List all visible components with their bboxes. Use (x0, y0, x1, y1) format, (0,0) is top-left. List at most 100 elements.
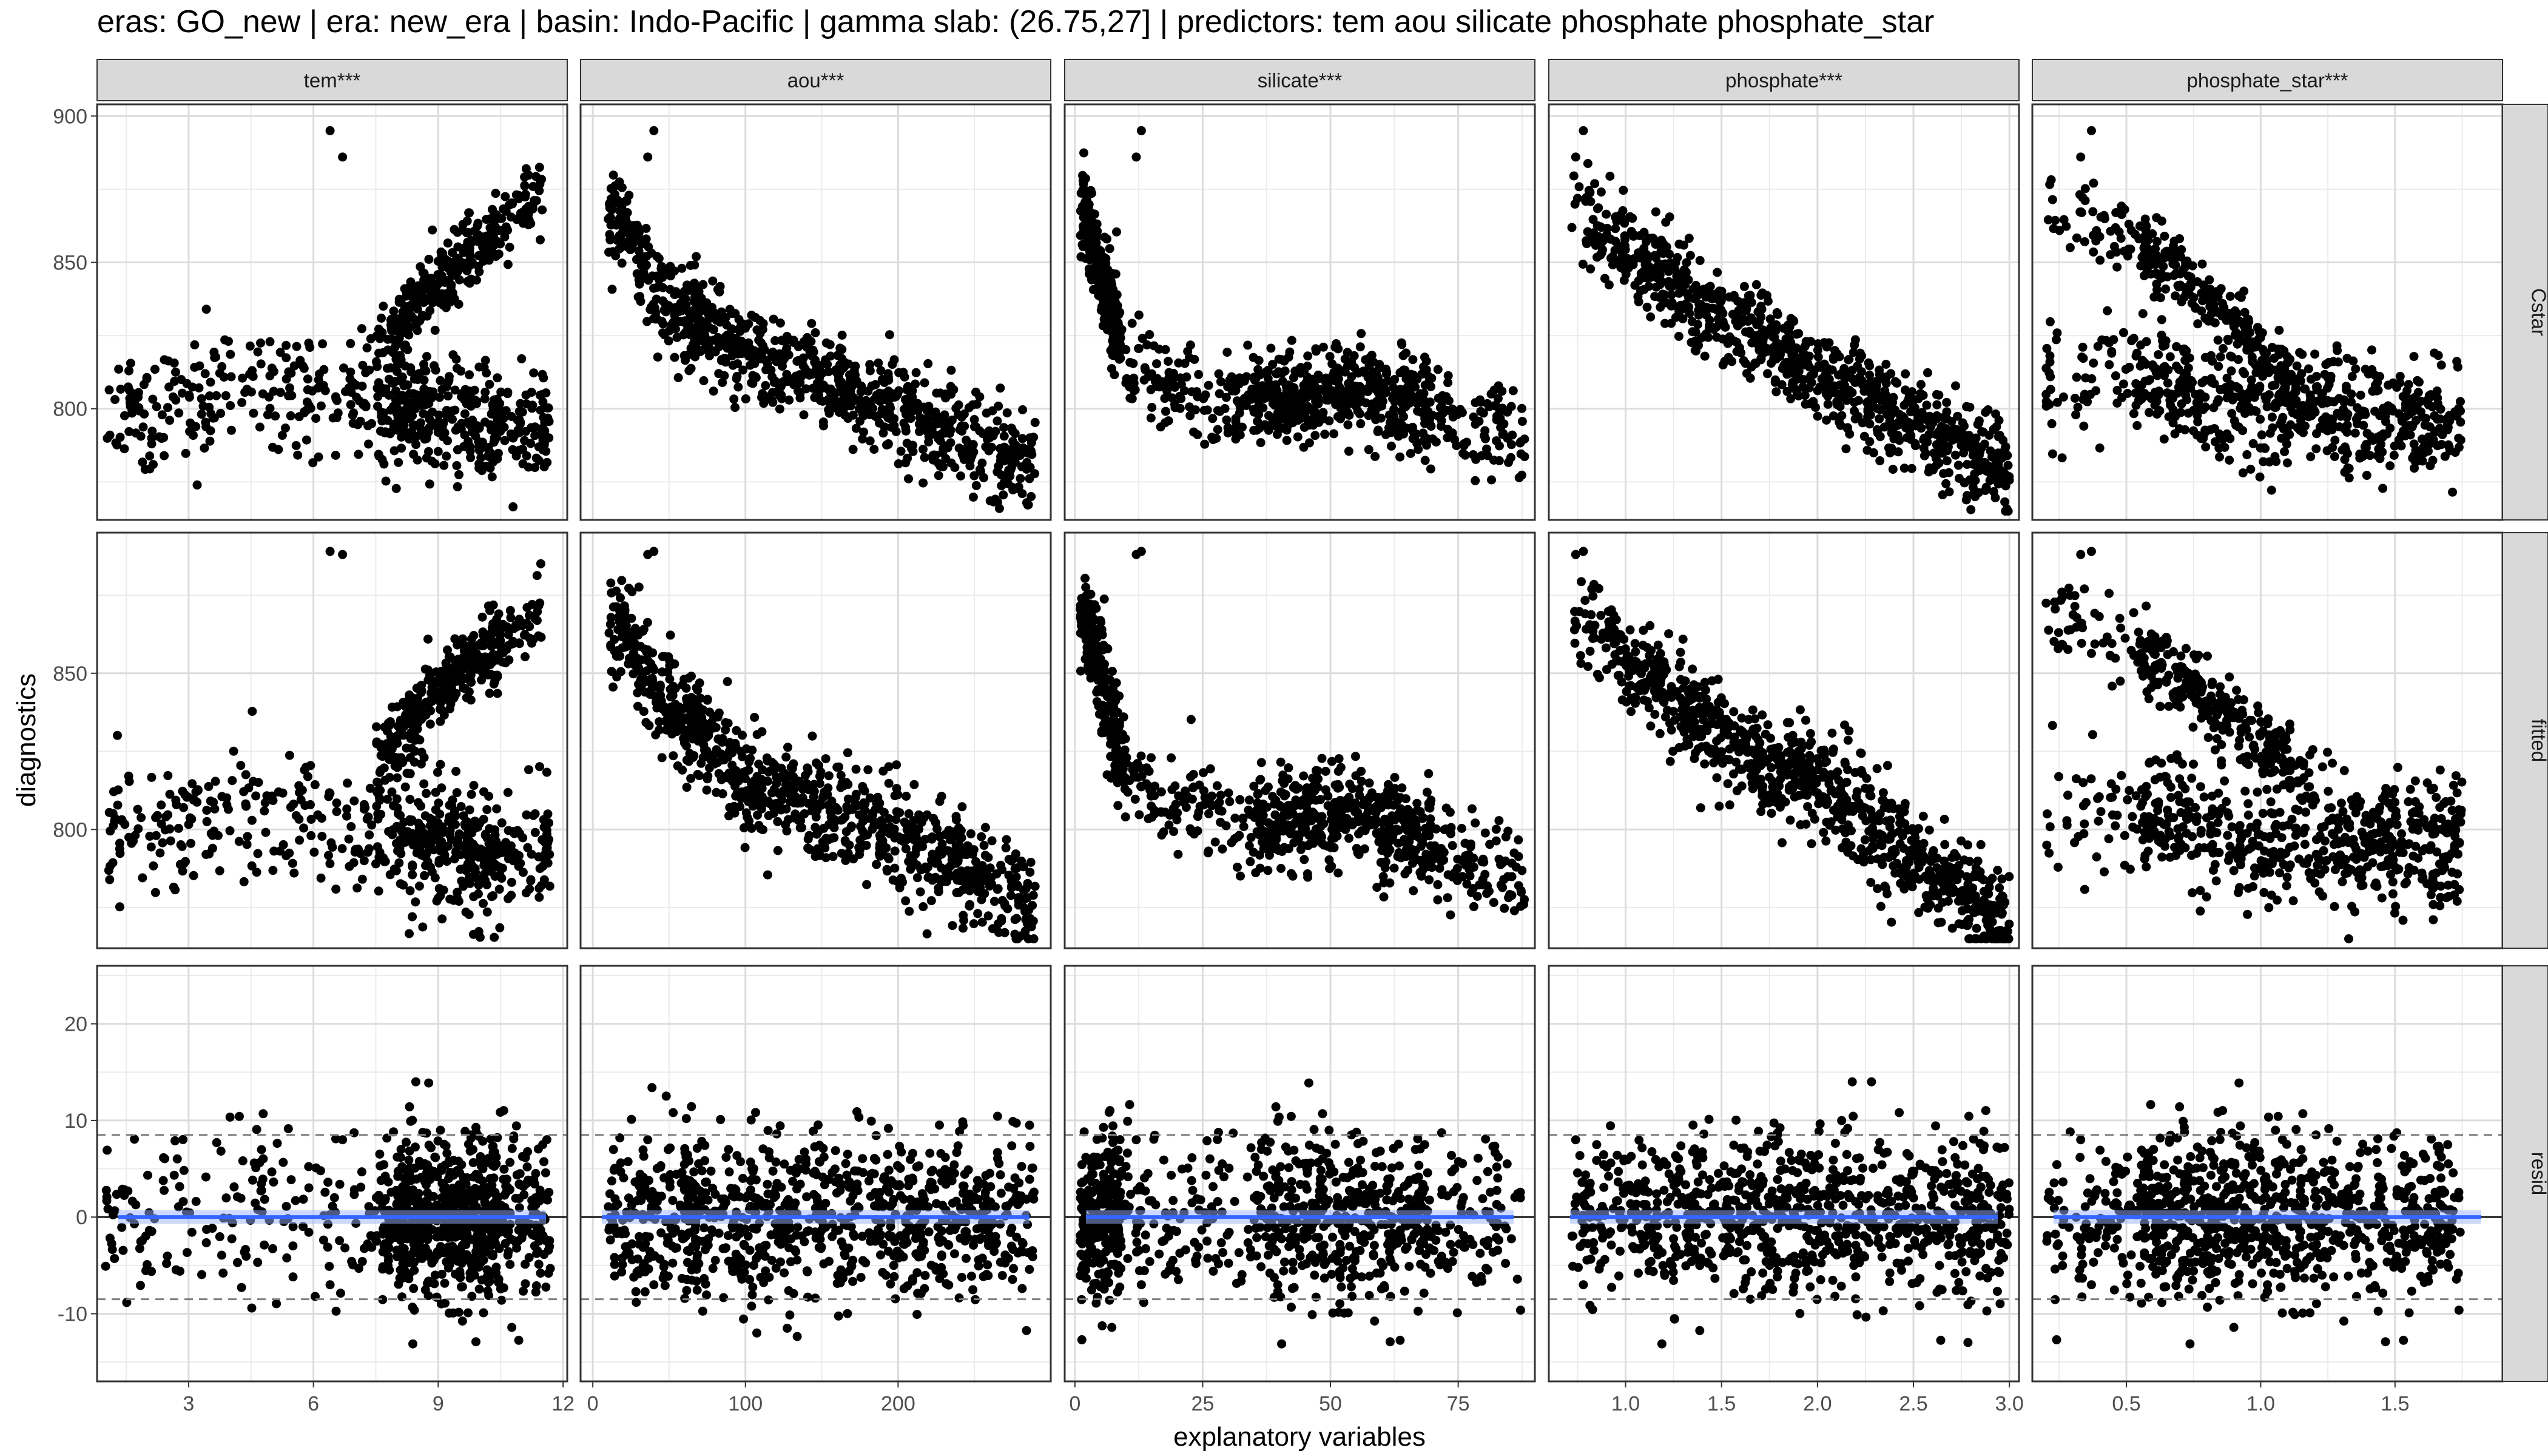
data-point (466, 695, 476, 705)
data-point (834, 762, 844, 772)
data-point (374, 451, 384, 461)
data-point (475, 932, 485, 942)
outlier-point (325, 1280, 335, 1290)
data-point (1002, 835, 1011, 844)
data-point (435, 704, 445, 714)
data-point (269, 846, 279, 856)
data-point (143, 1170, 152, 1180)
data-point (747, 1301, 757, 1311)
data-point (384, 374, 394, 384)
data-point (524, 765, 533, 775)
data-point (855, 416, 864, 426)
data-point (439, 1139, 449, 1149)
data-point (237, 398, 247, 408)
data-point (427, 288, 437, 298)
data-point (965, 900, 974, 909)
data-point (754, 760, 764, 769)
data-point (281, 851, 291, 860)
data-point (633, 688, 642, 698)
data-point (959, 911, 968, 920)
data-point (514, 1225, 524, 1235)
data-point (335, 1236, 345, 1245)
outlier-point (649, 126, 659, 135)
data-point (920, 378, 929, 388)
data-point (170, 1136, 180, 1145)
data-point (451, 767, 461, 776)
data-point (761, 381, 770, 390)
data-point (770, 336, 780, 345)
data-point (393, 413, 403, 423)
data-point (419, 779, 429, 789)
data-point (113, 730, 122, 740)
data-point (104, 385, 114, 395)
data-point (417, 1254, 427, 1263)
data-point (283, 1124, 293, 1133)
data-point (462, 399, 471, 409)
data-point (226, 401, 235, 410)
data-point (221, 391, 231, 400)
data-point (713, 712, 723, 722)
data-point (922, 929, 932, 939)
data-point (359, 800, 369, 809)
data-point (682, 1286, 692, 1295)
data-point (163, 810, 173, 820)
data-point (506, 613, 516, 622)
data-point (118, 1245, 128, 1255)
data-point (492, 237, 502, 246)
data-point (887, 422, 896, 432)
data-point (454, 470, 463, 479)
column-strip (96, 59, 568, 101)
data-point (916, 814, 926, 823)
data-point (248, 707, 257, 716)
data-point (635, 292, 645, 302)
data-point (406, 734, 416, 744)
data-point (525, 884, 534, 894)
data-point (201, 1238, 211, 1247)
data-point (901, 896, 911, 906)
data-point (607, 667, 616, 676)
data-point (857, 381, 866, 391)
data-point (216, 1147, 226, 1156)
data-point (901, 426, 911, 436)
data-point (918, 902, 928, 911)
data-point (146, 842, 156, 852)
data-point (670, 290, 679, 300)
data-point (738, 365, 748, 375)
data-point (299, 823, 309, 833)
data-point (289, 361, 299, 371)
data-point (437, 783, 447, 793)
data-point (442, 857, 452, 866)
data-point (894, 459, 903, 468)
data-point (288, 858, 297, 868)
data-point (863, 400, 872, 410)
data-point (519, 1190, 529, 1199)
panel (96, 103, 568, 521)
y-tick-label: 0 (76, 1206, 87, 1229)
data-point (190, 340, 200, 349)
data-point (467, 649, 476, 659)
data-point (499, 1175, 508, 1184)
data-point (934, 883, 943, 893)
data-point (874, 358, 883, 368)
data-point (406, 1187, 416, 1197)
data-point (1006, 883, 1016, 892)
data-point (109, 787, 118, 797)
data-point (484, 443, 493, 452)
data-point (376, 426, 385, 436)
data-point (733, 382, 743, 392)
data-point (346, 400, 356, 410)
data-point (543, 413, 553, 423)
data-point (488, 1142, 497, 1151)
data-point (175, 1266, 184, 1276)
data-point (390, 752, 400, 762)
data-point (286, 1175, 296, 1185)
data-point (935, 388, 945, 398)
data-point (716, 1114, 726, 1124)
data-point (147, 426, 157, 436)
data-point (158, 838, 167, 848)
data-point (405, 1102, 414, 1111)
data-point (520, 181, 530, 191)
data-point (534, 892, 544, 902)
data-point (405, 815, 414, 824)
data-point (709, 386, 718, 396)
